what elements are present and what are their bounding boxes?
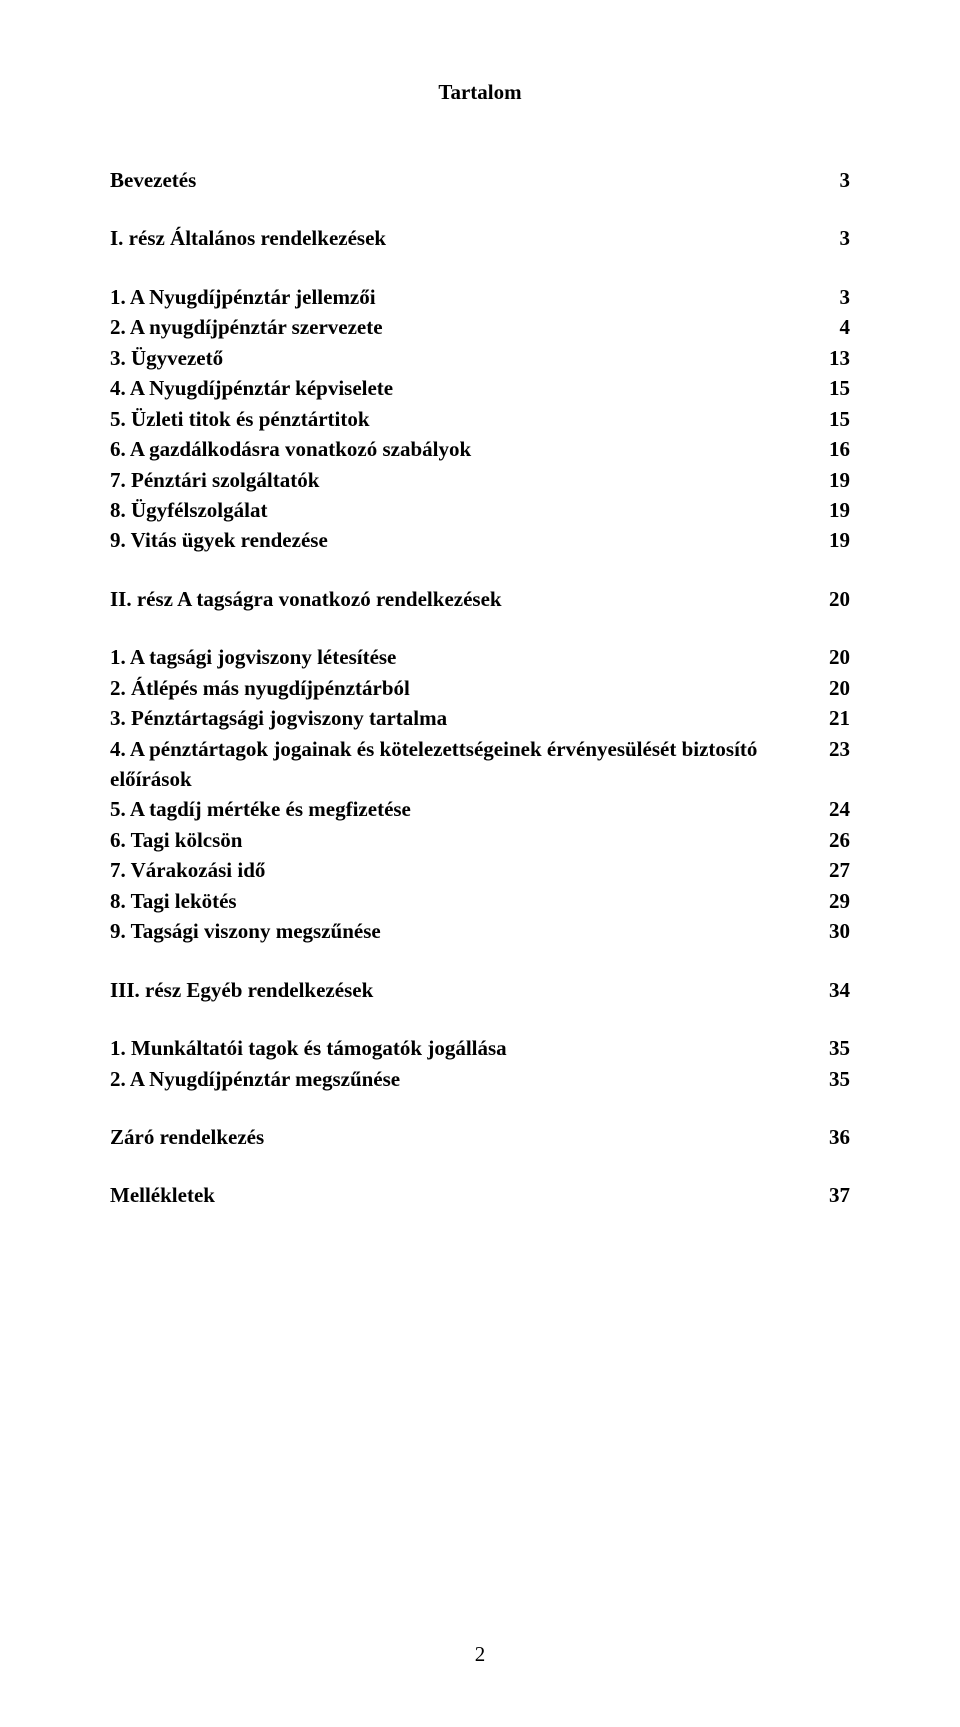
toc-entry-label: 6. Tagi kölcsön	[110, 825, 820, 855]
toc-group-gap	[110, 1094, 850, 1122]
toc-entry-label: 7. Pénztári szolgáltatók	[110, 465, 820, 495]
toc-line: 5. A tagdíj mértéke és megfizetése24	[110, 794, 850, 824]
toc-line: Mellékletek37	[110, 1180, 850, 1210]
toc-line: 3. Pénztártagsági jogviszony tartalma21	[110, 703, 850, 733]
toc-line: 7. Pénztári szolgáltatók19	[110, 465, 850, 495]
toc-line: 9. Tagsági viszony megszűnése30	[110, 916, 850, 946]
toc-line: 2. A Nyugdíjpénztár megszűnése35	[110, 1064, 850, 1094]
toc-entry-page: 20	[820, 584, 850, 614]
toc-entry-page: 16	[820, 434, 850, 464]
toc-entry-page: 15	[820, 404, 850, 434]
toc-line: I. rész Általános rendelkezések3	[110, 223, 850, 253]
toc-entry-page: 19	[820, 465, 850, 495]
toc-entry-page: 35	[820, 1064, 850, 1094]
toc-group-gap	[110, 947, 850, 975]
toc-entry-label: 1. A tagsági jogviszony létesítése	[110, 642, 820, 672]
toc-entry-label: II. rész A tagságra vonatkozó rendelkezé…	[110, 584, 820, 614]
toc-line: 1. A tagsági jogviszony létesítése20	[110, 642, 850, 672]
toc-line: 9. Vitás ügyek rendezése19	[110, 525, 850, 555]
toc-entry-label: 3. Ügyvezető	[110, 343, 820, 373]
toc-entry-page: 3	[820, 223, 850, 253]
toc-entry-page: 24	[820, 794, 850, 824]
toc-entry-page: 3	[820, 282, 850, 312]
toc-entry-label: Mellékletek	[110, 1180, 820, 1210]
toc-entry-label: Bevezetés	[110, 165, 820, 195]
toc-container: Bevezetés3I. rész Általános rendelkezése…	[110, 165, 850, 1211]
toc-entry-label: 2. A Nyugdíjpénztár megszűnése	[110, 1064, 820, 1094]
toc-line: 6. Tagi kölcsön26	[110, 825, 850, 855]
toc-entry-label: 7. Várakozási idő	[110, 855, 820, 885]
toc-entry-label: 1. A Nyugdíjpénztár jellemzői	[110, 282, 820, 312]
toc-entry-page: 26	[820, 825, 850, 855]
toc-line: Bevezetés3	[110, 165, 850, 195]
toc-entry-label: 4. A Nyugdíjpénztár képviselete	[110, 373, 820, 403]
toc-entry-label: 5. A tagdíj mértéke és megfizetése	[110, 794, 820, 824]
toc-entry-label: 8. Tagi lekötés	[110, 886, 820, 916]
toc-entry-label: I. rész Általános rendelkezések	[110, 223, 820, 253]
toc-line: 1. A Nyugdíjpénztár jellemzői3	[110, 282, 850, 312]
toc-line: 4. A pénztártagok jogainak és kötelezett…	[110, 734, 850, 795]
toc-line: 1. Munkáltatói tagok és támogatók jogáll…	[110, 1033, 850, 1063]
toc-entry-page: 23	[820, 734, 850, 795]
toc-entry-page: 4	[820, 312, 850, 342]
toc-line: Záró rendelkezés36	[110, 1122, 850, 1152]
toc-entry-page: 13	[820, 343, 850, 373]
toc-group-gap	[110, 195, 850, 223]
toc-entry-page: 20	[820, 642, 850, 672]
toc-group-gap	[110, 556, 850, 584]
toc-entry-label: 5. Üzleti titok és pénztártitok	[110, 404, 820, 434]
toc-line: 4. A Nyugdíjpénztár képviselete15	[110, 373, 850, 403]
toc-line: 2. A nyugdíjpénztár szervezete4	[110, 312, 850, 342]
page-number: 2	[0, 1642, 960, 1667]
toc-entry-page: 36	[820, 1122, 850, 1152]
toc-entry-page: 19	[820, 495, 850, 525]
toc-entry-label: Záró rendelkezés	[110, 1122, 820, 1152]
toc-line: 3. Ügyvezető13	[110, 343, 850, 373]
toc-group-gap	[110, 1005, 850, 1033]
toc-entry-label: 1. Munkáltatói tagok és támogatók jogáll…	[110, 1033, 820, 1063]
toc-group-gap	[110, 254, 850, 282]
toc-line: 6. A gazdálkodásra vonatkozó szabályok16	[110, 434, 850, 464]
toc-entry-page: 27	[820, 855, 850, 885]
toc-line: II. rész A tagságra vonatkozó rendelkezé…	[110, 584, 850, 614]
toc-entry-label: III. rész Egyéb rendelkezések	[110, 975, 820, 1005]
toc-entry-label: 2. Átlépés más nyugdíjpénztárból	[110, 673, 820, 703]
toc-line: 8. Ügyfélszolgálat19	[110, 495, 850, 525]
toc-entry-label: 2. A nyugdíjpénztár szervezete	[110, 312, 820, 342]
toc-line: III. rész Egyéb rendelkezések34	[110, 975, 850, 1005]
toc-line: 8. Tagi lekötés29	[110, 886, 850, 916]
toc-entry-page: 30	[820, 916, 850, 946]
toc-entry-page: 35	[820, 1033, 850, 1063]
toc-group-gap	[110, 1152, 850, 1180]
toc-entry-label: 3. Pénztártagsági jogviszony tartalma	[110, 703, 820, 733]
toc-entry-page: 19	[820, 525, 850, 555]
toc-entry-page: 34	[820, 975, 850, 1005]
document-page: Tartalom Bevezetés3I. rész Általános ren…	[0, 0, 960, 1727]
document-title: Tartalom	[110, 80, 850, 105]
toc-group-gap	[110, 614, 850, 642]
toc-entry-label: 6. A gazdálkodásra vonatkozó szabályok	[110, 434, 820, 464]
toc-line: 5. Üzleti titok és pénztártitok15	[110, 404, 850, 434]
toc-entry-page: 3	[820, 165, 850, 195]
toc-entry-label: 9. Tagsági viszony megszűnése	[110, 916, 820, 946]
toc-entry-label: 4. A pénztártagok jogainak és kötelezett…	[110, 734, 820, 795]
toc-entry-page: 20	[820, 673, 850, 703]
toc-line: 7. Várakozási idő27	[110, 855, 850, 885]
toc-entry-label: 8. Ügyfélszolgálat	[110, 495, 820, 525]
toc-entry-page: 15	[820, 373, 850, 403]
toc-line: 2. Átlépés más nyugdíjpénztárból20	[110, 673, 850, 703]
toc-entry-page: 29	[820, 886, 850, 916]
toc-entry-label: 9. Vitás ügyek rendezése	[110, 525, 820, 555]
toc-entry-page: 37	[820, 1180, 850, 1210]
toc-entry-page: 21	[820, 703, 850, 733]
